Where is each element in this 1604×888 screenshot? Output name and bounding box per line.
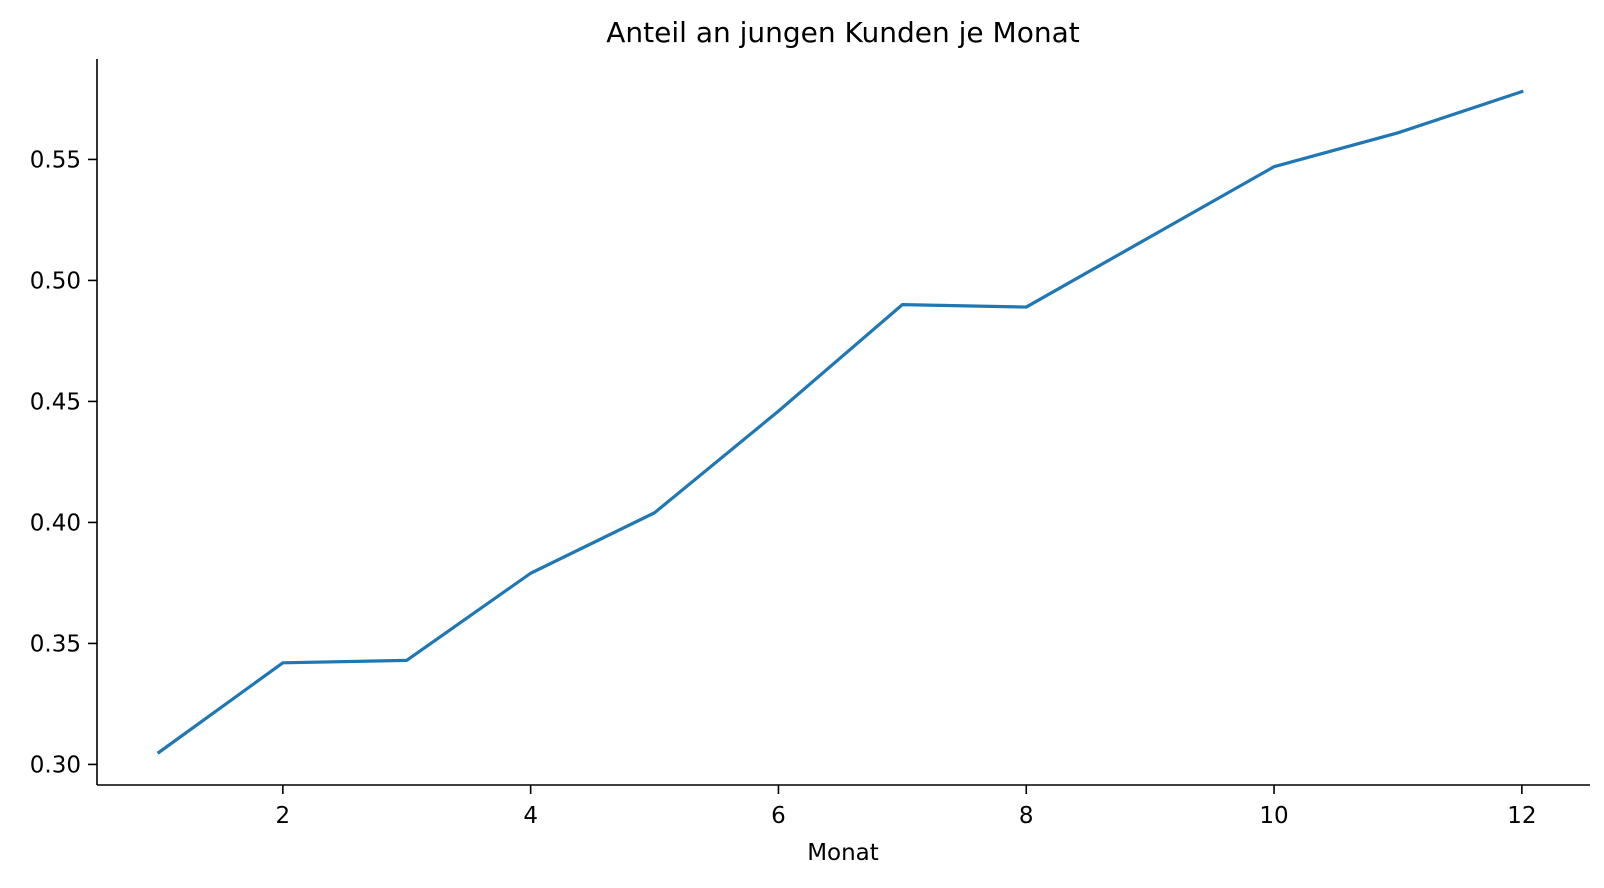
axes: 2 4 6 8 10 12 0.30 0.35 0.40 0.45 0.50 0.55 <box>30 59 1590 829</box>
x-axis-label: Monat <box>807 840 879 866</box>
x-tick-label: 12 <box>1507 803 1536 829</box>
y-tick-label: 0.35 <box>30 631 81 657</box>
chart-title: Anteil an jungen Kunden je Monat <box>606 16 1079 49</box>
y-tick-label: 0.30 <box>30 752 81 778</box>
y-tick-label: 0.50 <box>30 268 81 294</box>
x-tick-label: 6 <box>771 803 786 829</box>
x-tick-label: 2 <box>276 803 291 829</box>
y-tick-label: 0.45 <box>30 389 81 415</box>
x-tick-label: 8 <box>1019 803 1034 829</box>
y-tick-label: 0.55 <box>30 147 81 173</box>
x-tick-label: 4 <box>523 803 538 829</box>
x-tick-label: 10 <box>1259 803 1288 829</box>
series-layer <box>156 89 1524 755</box>
y-tick-label: 0.40 <box>30 510 81 536</box>
series-line-1 <box>156 89 1524 755</box>
